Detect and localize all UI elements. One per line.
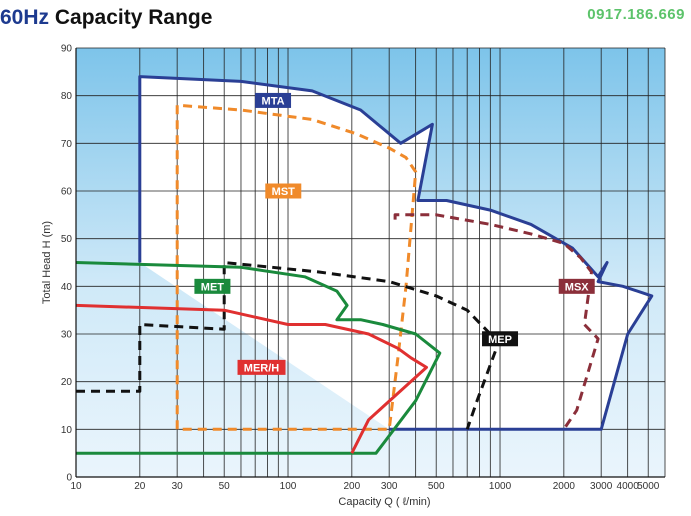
title-frequency: 60Hz	[0, 6, 50, 29]
y-tick-label: 40	[61, 282, 73, 293]
y-tick-label: 90	[61, 44, 73, 55]
y-tick-label: 50	[61, 234, 73, 245]
chart-axes: 10 20 30 50 100 200 300 500 1000 2000 3000 40005000…	[41, 44, 665, 508]
x-tick-label: 300	[381, 481, 398, 492]
y-tick-label: 30	[61, 330, 73, 341]
y-tick-label: 80	[61, 91, 73, 102]
series-labels: MTA MST MSX MEP MET MER/H	[194, 92, 595, 375]
y-tick-label: 20	[61, 377, 73, 388]
x-axis-title: Capacity Q ( ℓ/min)	[338, 496, 430, 508]
series-label-mta: MTA	[262, 95, 285, 107]
series-line-mer-h	[76, 303, 428, 454]
chart-title: 60Hz Capacity Range	[0, 6, 212, 30]
x-tick-label: 100	[280, 481, 297, 492]
phone-number: 0917.186.669	[587, 6, 685, 23]
y-tick-label: 0	[66, 473, 72, 484]
x-tick-label: 20	[134, 481, 146, 492]
chart-grid	[75, 47, 666, 478]
series-badge-msx	[558, 278, 595, 294]
title-text: Capacity Range	[49, 6, 213, 29]
series-line-met	[76, 261, 442, 455]
x-tick-label: 4000	[617, 481, 640, 492]
x-tick-label: 2000	[553, 481, 576, 492]
x-tick-label: 50	[219, 481, 231, 492]
series-badge-mer-h	[237, 359, 286, 375]
y-tick-label: 60	[61, 187, 73, 198]
x-tick-label: 3000	[590, 481, 613, 492]
series-badge-mst	[265, 183, 302, 199]
series-line-mst	[175, 103, 418, 431]
series-label-met: MET	[201, 281, 225, 293]
series-badge-mep	[482, 331, 519, 347]
y-tick-label: 10	[61, 425, 73, 436]
series-label-mep: MEP	[488, 334, 512, 346]
series-label-mst: MST	[272, 186, 296, 198]
x-tick-label: 500	[428, 481, 445, 492]
series-label-mer-h: MER/H	[244, 362, 280, 374]
series-badge-mta	[255, 92, 292, 108]
x-tick-label: 5000	[637, 481, 660, 492]
series-line-msx	[393, 213, 600, 431]
x-tick-label: 1000	[489, 481, 512, 492]
series-label-msx: MSX	[565, 281, 590, 293]
x-tick-label: 10	[70, 481, 82, 492]
y-axis-title: Total Head H (m)	[41, 221, 53, 304]
series-badge-met	[194, 278, 231, 294]
x-tick-label: 200	[343, 481, 360, 492]
series-line-mta	[138, 75, 654, 431]
y-tick-label: 70	[61, 139, 73, 150]
x-tick-label: 30	[172, 481, 184, 492]
